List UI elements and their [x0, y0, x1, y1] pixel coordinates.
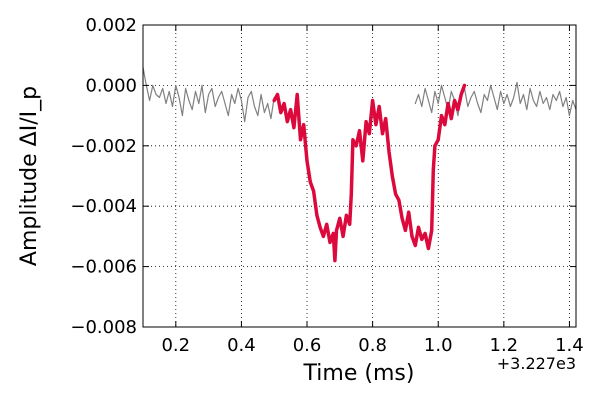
- series-layer: [142, 66, 577, 263]
- y-tick-label: −0.006: [70, 257, 137, 278]
- ticks: [143, 24, 576, 328]
- y-tick-label: −0.004: [70, 196, 137, 217]
- x-tick-label: 0.2: [161, 335, 190, 356]
- plot-frame: [142, 24, 577, 328]
- x-tick-label: 1.2: [490, 335, 519, 356]
- x-tick-label: 1.0: [424, 335, 453, 356]
- y-tick-label: 0.002: [85, 15, 137, 36]
- plot-background: [143, 25, 576, 327]
- x-tick-label: 1.4: [555, 335, 584, 356]
- x-tick-label: 0.4: [227, 335, 256, 356]
- y-tick-label: −0.008: [70, 317, 137, 338]
- x-axis-label: Time (ms): [303, 361, 415, 386]
- y-axis-label: Amplitude ΔI/I_p: [17, 86, 42, 266]
- y-tick-label: 0.000: [85, 75, 137, 96]
- x-offset-label: +3.227e3: [497, 354, 576, 373]
- x-tick-label: 0.8: [358, 335, 387, 356]
- tick-labels: 0.2 0.4 0.6 0.8 1.0 1.2 1.4 0.002 0.000 −0.002 −0.…: [70, 15, 583, 356]
- x-tick-label: 0.6: [293, 335, 322, 356]
- series-line-highlight: [272, 83, 467, 263]
- y-tick-label: −0.002: [70, 136, 137, 157]
- series-line-baseline: [142, 66, 275, 123]
- series-line-baseline: [414, 81, 577, 117]
